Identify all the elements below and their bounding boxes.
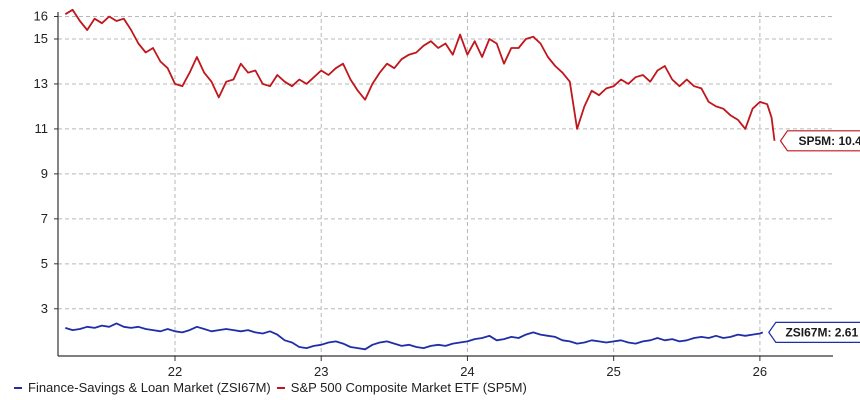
series-layer — [64, 8, 776, 351]
y-tick-label-16: 16 — [34, 8, 48, 23]
y-tick-label-13: 13 — [34, 76, 48, 91]
legend-label-zsi67m: Finance-Savings & Loan Market (ZSI67M) — [28, 380, 271, 395]
legend-swatch-sp5m — [276, 386, 285, 389]
series-line-sp5m — [64, 8, 776, 141]
x-tick-label-24: 24 — [460, 364, 474, 379]
end-label-sp5m: SP5M: 10.47 — [798, 134, 860, 148]
series-line-zsi67m — [65, 322, 764, 351]
end-label-zsi67m: ZSI67M: 2.61 — [785, 325, 858, 339]
x-tick-label-22: 22 — [168, 364, 182, 379]
y-tick-label-5: 5 — [41, 256, 48, 271]
y-tick-label-9: 9 — [41, 166, 48, 181]
legend-item-zsi67m: Finance-Savings & Loan Market (ZSI67M) — [14, 380, 271, 395]
plot-area — [58, 12, 833, 356]
end-labels: SP5M: 10.47 ZSI67M: 2.61 — [768, 130, 860, 343]
y-tick-label-11: 11 — [35, 121, 49, 136]
y-tick-label-7: 7 — [41, 211, 48, 226]
y-tick-label-15: 15 — [34, 31, 48, 46]
legend-item-sp5m: S&P 500 Composite Market ETF (SP5M) — [276, 380, 527, 395]
x-axis: 22 23 24 25 26 — [58, 355, 833, 379]
x-tick-label-25: 25 — [606, 364, 620, 379]
y-tick-label-3: 3 — [41, 301, 48, 316]
end-label-box-sp5m — [779, 130, 860, 152]
x-tick-label-23: 23 — [314, 364, 328, 379]
legend-swatch-zsi67m — [14, 386, 22, 389]
legend: Finance-Savings & Loan Market (ZSI67M) S… — [14, 380, 533, 395]
legend-label-sp5m: S&P 500 Composite Market ETF (SP5M) — [290, 380, 527, 395]
x-tick-label-26: 26 — [753, 364, 767, 379]
y-axis: 3 5 7 9 11 13 15 16 — [34, 8, 59, 356]
grid — [58, 12, 833, 356]
end-label-box-zsi67m — [768, 321, 860, 343]
